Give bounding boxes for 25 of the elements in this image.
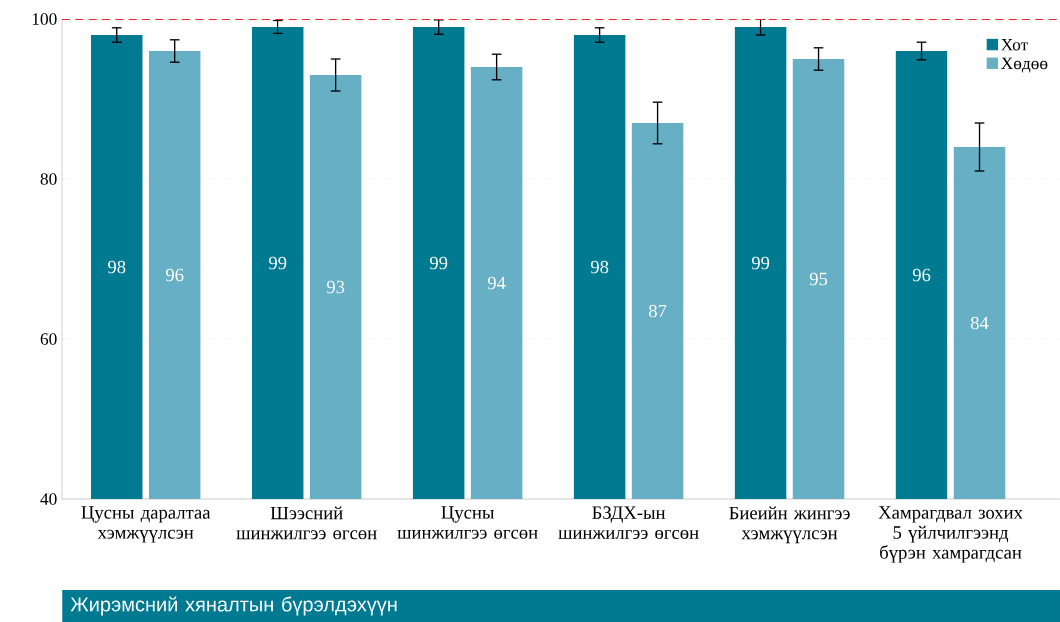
x-tick-label: Цусны даралтаа хэмжүүлсэн <box>81 506 211 543</box>
x-tick-label: Цусны шинжилгээ өгсөн <box>397 506 538 539</box>
x-tick-label: БЗДХ-ын шинжилгээ өгсөн <box>558 506 699 539</box>
y-tick-label: 60 <box>40 333 57 345</box>
data-label: 98 <box>590 260 609 274</box>
y-tick-label: 100 <box>32 13 57 25</box>
data-label: 99 <box>751 256 770 270</box>
x-tick-label: Шээсний шинжилгээ өгсөн <box>236 506 377 540</box>
y-tick-label: 80 <box>40 173 57 185</box>
x-tick-label: Хамрагдвал зохих 5 үйлчилгээнд бүрэн хамрагдсан <box>878 506 1023 563</box>
y-tick-label: 40 <box>40 493 57 505</box>
data-label: 99 <box>268 256 287 270</box>
data-label: 95 <box>809 272 828 286</box>
x-tick-label: Биеийн жингээ хэмжүүлсэн <box>729 506 850 544</box>
data-label: 98 <box>108 260 126 274</box>
data-label: 96 <box>912 268 931 282</box>
data-label: 84 <box>970 316 989 330</box>
data-label: 94 <box>487 276 506 290</box>
legend-label: Хот <box>1001 39 1028 51</box>
legend-label: Хөдөө <box>1001 57 1048 73</box>
data-label: 93 <box>326 280 345 294</box>
x-axis-title: Жирэмсний хяналтын бүрэлдэхүүн <box>70 596 397 616</box>
data-label: 99 <box>429 256 448 270</box>
data-label: 96 <box>165 268 184 282</box>
data-label: 87 <box>648 304 667 318</box>
